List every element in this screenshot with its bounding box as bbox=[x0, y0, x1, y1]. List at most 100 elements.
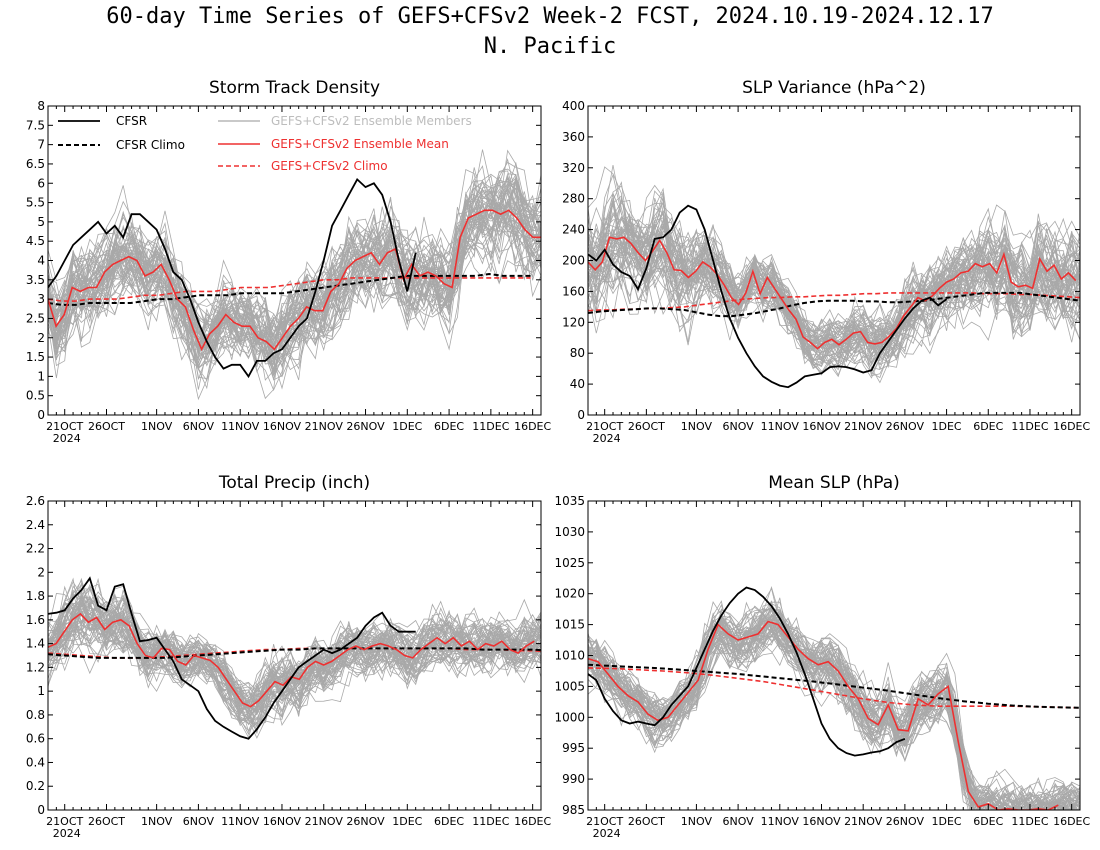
y-tick-label: 5.5 bbox=[26, 196, 45, 210]
x-tick-label: 26OCT bbox=[88, 815, 125, 828]
y-tick-label: 1020 bbox=[554, 587, 585, 601]
ensemble-member-line bbox=[588, 190, 1080, 360]
ensemble-mean-line bbox=[588, 236, 1077, 350]
y-tick-label: 320 bbox=[562, 161, 585, 175]
x-tick-label: 16DEC bbox=[1053, 815, 1090, 828]
y-tick-label: 990 bbox=[562, 772, 585, 786]
y-tick-label: 8 bbox=[37, 99, 45, 113]
panel-title: Mean SLP (hPa) bbox=[768, 473, 900, 493]
x-tick-label: 26NOV bbox=[346, 815, 385, 828]
y-tick-label: 995 bbox=[562, 741, 585, 755]
y-tick-label: 0.2 bbox=[26, 779, 45, 793]
x-tick-label: 21NOV bbox=[844, 815, 883, 828]
ensemble-member-line bbox=[48, 197, 541, 348]
x-tick-label: 1DEC bbox=[392, 815, 422, 828]
y-tick-label: 2.4 bbox=[26, 518, 45, 532]
x-tick-label: 26OCT bbox=[88, 420, 125, 433]
cfsr-line bbox=[48, 576, 416, 740]
y-tick-label: 4 bbox=[37, 254, 45, 268]
ensemble-member-line bbox=[48, 590, 541, 703]
model-climo-line bbox=[48, 277, 531, 302]
x-tick-label: 21NOV bbox=[305, 420, 344, 433]
y-tick-label: 1010 bbox=[554, 649, 585, 663]
legend-cfsr-climo-label: CFSR Climo bbox=[116, 138, 185, 152]
y-tick-label: 1.4 bbox=[26, 637, 45, 651]
cfsr-line bbox=[588, 204, 948, 389]
x-tick-label: 16DEC bbox=[514, 815, 551, 828]
y-tick-label: 1.2 bbox=[26, 660, 45, 674]
y-tick-label: 1.5 bbox=[26, 350, 45, 364]
ensemble-member-line bbox=[588, 627, 1080, 810]
x-tick-label: 11NOV bbox=[221, 420, 260, 433]
y-tick-label: 3.5 bbox=[26, 273, 45, 287]
ensemble-member-line bbox=[48, 187, 541, 376]
chart-panel-3: 0 0.2 0.4 0.6 0.8 1 1.2 1.4 1.6 1.8 2 2.2 2.4 2.6 21OC… bbox=[26, 473, 552, 840]
x-tick-label: 26NOV bbox=[346, 420, 385, 433]
model-climo-line bbox=[588, 292, 1080, 312]
y-tick-label: 40 bbox=[570, 377, 585, 391]
y-tick-label: 4.5 bbox=[26, 234, 45, 248]
cfsr-line bbox=[48, 177, 417, 379]
chart-panel-1: 0 0.5 1 1.5 2 2.5 3 3.5 4 4.5 5 5.5 6 6.5 7 7.5 8 21OCT 26… bbox=[26, 78, 552, 445]
x-tick-label: 16NOV bbox=[263, 815, 302, 828]
ensemble-member-line bbox=[588, 617, 1080, 810]
x-tick-label: 1NOV bbox=[141, 815, 173, 828]
x-tick-label: 16NOV bbox=[802, 420, 841, 433]
y-tick-label: 0 bbox=[577, 408, 585, 422]
y-tick-label: 120 bbox=[562, 315, 585, 329]
x-tick-label: 6NOV bbox=[183, 420, 215, 433]
y-tick-label: 400 bbox=[562, 99, 585, 113]
x-tick-label: 1DEC bbox=[932, 420, 962, 433]
ensemble-member-line bbox=[48, 165, 541, 360]
y-tick-label: 240 bbox=[562, 223, 585, 237]
ensemble-member-line bbox=[588, 224, 1080, 344]
x-year-label: 2024 bbox=[593, 432, 621, 445]
x-tick-label: 21NOV bbox=[305, 815, 344, 828]
y-tick-label: 0 bbox=[37, 803, 45, 817]
ensemble-member-line bbox=[48, 595, 541, 702]
y-tick-label: 2 bbox=[37, 331, 45, 345]
ensemble-member-line bbox=[588, 221, 1080, 353]
y-tick-label: 0.5 bbox=[26, 389, 45, 403]
ensemble-members bbox=[48, 577, 541, 739]
x-tick-label: 16DEC bbox=[514, 420, 551, 433]
x-tick-label: 1NOV bbox=[681, 420, 713, 433]
y-tick-label: 280 bbox=[562, 192, 585, 206]
ensemble-member-line bbox=[48, 197, 541, 368]
y-tick-label: 5 bbox=[37, 215, 45, 229]
x-tick-label: 16DEC bbox=[1053, 420, 1090, 433]
y-tick-label: 2.5 bbox=[26, 311, 45, 325]
ensemble-member-line bbox=[48, 584, 541, 725]
ensemble-member-line bbox=[588, 622, 1060, 810]
ensemble-member-line bbox=[588, 197, 1080, 369]
ensemble-member-line bbox=[48, 585, 541, 709]
legend-cfsr-label: CFSR bbox=[116, 114, 147, 128]
y-tick-label: 7.5 bbox=[26, 118, 45, 132]
ensemble-member-line bbox=[588, 613, 1080, 810]
x-tick-label: 6NOV bbox=[722, 815, 754, 828]
x-tick-label: 11DEC bbox=[1011, 815, 1048, 828]
y-tick-label: 1025 bbox=[554, 556, 585, 570]
x-year-label: 2024 bbox=[53, 827, 81, 840]
x-tick-label: 1DEC bbox=[392, 420, 422, 433]
x-tick-label: 16NOV bbox=[802, 815, 841, 828]
x-tick-label: 21NOV bbox=[844, 420, 883, 433]
x-year-label: 2024 bbox=[53, 432, 81, 445]
ensemble-member-line bbox=[588, 173, 1080, 370]
x-tick-label: 26OCT bbox=[628, 815, 665, 828]
x-tick-label: 6DEC bbox=[973, 815, 1003, 828]
ensemble-member-line bbox=[48, 183, 541, 390]
x-tick-label: 11NOV bbox=[761, 815, 800, 828]
y-tick-label: 2 bbox=[37, 565, 45, 579]
figure-title: 60-day Time Series of GEFS+CFSv2 Week-2 … bbox=[106, 4, 994, 29]
y-tick-label: 1.6 bbox=[26, 613, 45, 627]
figure-subtitle: N. Pacific bbox=[483, 34, 617, 59]
x-tick-label: 1NOV bbox=[681, 815, 713, 828]
x-tick-label: 26NOV bbox=[886, 815, 925, 828]
ensemble-member-line bbox=[48, 581, 541, 733]
ensemble-member-line bbox=[48, 589, 541, 713]
y-tick-label: 2.2 bbox=[26, 542, 45, 556]
x-tick-label: 11DEC bbox=[472, 420, 509, 433]
x-tick-label: 6DEC bbox=[434, 420, 464, 433]
